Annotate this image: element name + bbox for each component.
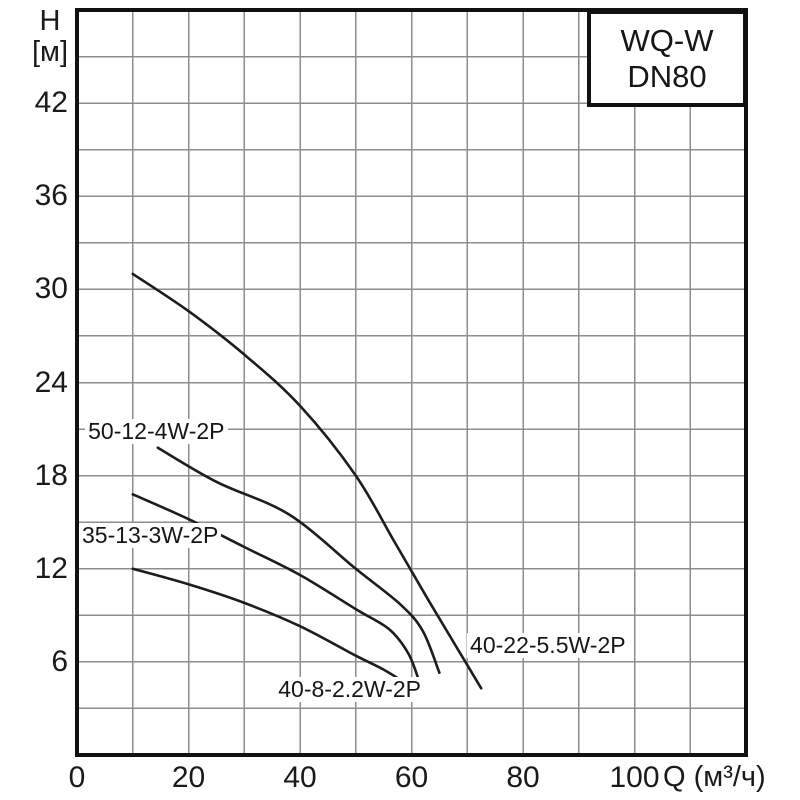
x-tick-20: 20 <box>171 761 206 794</box>
y-tick-42: 42 <box>34 86 68 120</box>
curve-label-40-8-2.2W-2P: 40-8-2.2W-2P <box>275 676 425 702</box>
gridlines <box>77 10 746 755</box>
curve-40-22-5.5W-2P <box>131 272 483 690</box>
x-tick-100: 100 <box>609 761 660 794</box>
y-tick-24: 24 <box>34 365 68 399</box>
y-tick-12: 12 <box>34 551 68 585</box>
legend-box: WQ-W DN80 <box>587 10 747 107</box>
curve-40-8-2.2W-2P <box>131 567 413 688</box>
plot-border <box>75 8 748 757</box>
y-tick-30: 30 <box>34 272 68 306</box>
y-tick-18: 18 <box>34 458 68 492</box>
y-tick-6: 6 <box>51 644 68 678</box>
legend-series-name: WQ-W <box>620 22 714 58</box>
x-tick-60: 60 <box>394 761 429 794</box>
curve-label-40-22-5.5W-2P: 40-22-5.5W-2P <box>467 633 629 659</box>
y-tick-36: 36 <box>34 179 68 213</box>
x-tick-40: 40 <box>283 761 317 794</box>
curve-50-12-4W-2P <box>156 446 441 674</box>
curve-label-50-12-4W-2P: 50-12-4W-2P <box>85 419 228 445</box>
legend-model-dn: DN80 <box>627 58 707 94</box>
curves <box>131 272 483 690</box>
x-tick-0: 0 <box>68 761 86 794</box>
curve-35-13-3W-2P <box>131 493 422 685</box>
x-tick-80: 80 <box>506 761 540 794</box>
y-axis-title-symbol: H <box>39 5 61 37</box>
curve-label-35-13-3W-2P: 35-13-3W-2P <box>79 523 222 549</box>
y-axis-title: H [м] <box>10 6 90 68</box>
x-axis-unit-label: Q (м³/ч) <box>663 761 766 793</box>
y-axis-title-unit: [м] <box>31 36 69 68</box>
